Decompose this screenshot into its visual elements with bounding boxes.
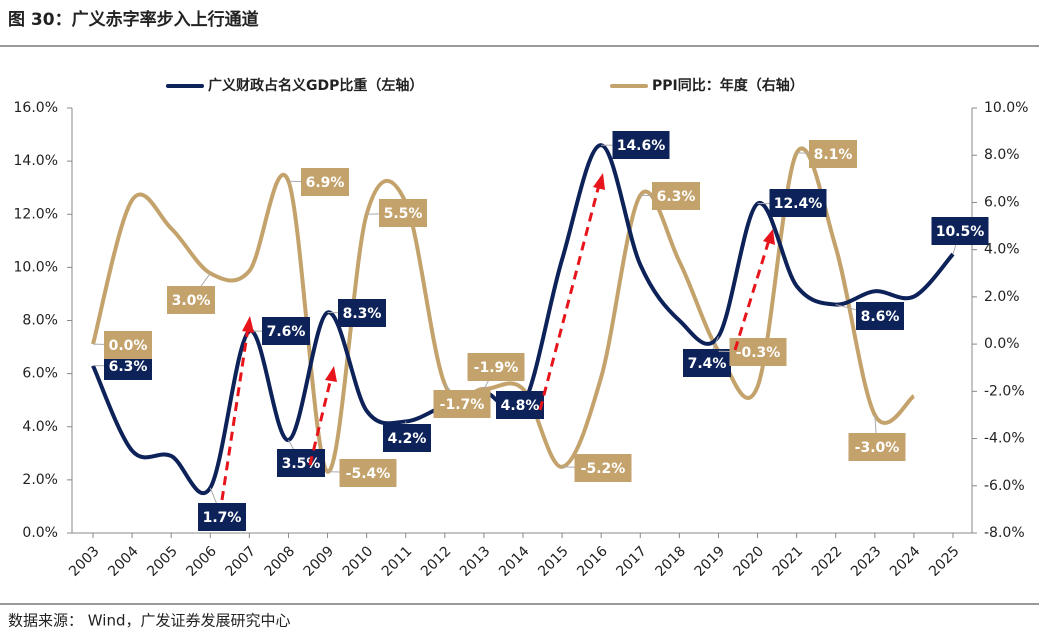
x-tick-label: 2014 bbox=[496, 543, 533, 580]
y-tick-label: 6.0% bbox=[22, 366, 58, 382]
x-tick-label: 2009 bbox=[301, 543, 338, 580]
data-label: 5.5% bbox=[384, 206, 423, 222]
y-tick-label: 10.0% bbox=[14, 259, 58, 275]
arrow-head bbox=[242, 316, 254, 333]
y2-tick-label: 8.0% bbox=[984, 147, 1020, 163]
x-tick-label: 2010 bbox=[340, 543, 377, 580]
data-label: -5.4% bbox=[346, 466, 391, 482]
data-label: 1.7% bbox=[203, 510, 242, 526]
x-tick-label: 2004 bbox=[105, 543, 142, 580]
x-tick-label: 2013 bbox=[457, 543, 494, 580]
y-tick-label: 14.0% bbox=[14, 153, 58, 169]
data-label: 4.2% bbox=[388, 431, 427, 447]
data-label: 8.3% bbox=[343, 306, 382, 322]
data-label: -5.2% bbox=[581, 461, 626, 477]
y-tick-label: 12.0% bbox=[14, 206, 58, 222]
y2-tick-label: -2.0% bbox=[984, 383, 1025, 399]
x-tick-label: 2015 bbox=[535, 543, 572, 580]
x-tick-label: 2012 bbox=[418, 543, 455, 580]
data-label: 14.6% bbox=[617, 138, 666, 154]
data-label: 3.5% bbox=[282, 456, 321, 472]
x-tick-label: 2017 bbox=[613, 543, 650, 580]
arrow-head bbox=[325, 366, 337, 382]
x-tick-label: 2016 bbox=[574, 543, 611, 580]
y-tick-label: 8.0% bbox=[22, 313, 58, 329]
x-tick-label: 2018 bbox=[653, 543, 690, 580]
data-label: 12.4% bbox=[774, 196, 823, 212]
data-label: 6.3% bbox=[657, 189, 696, 205]
y2-tick-label: 2.0% bbox=[984, 289, 1020, 305]
data-label: -0.3% bbox=[736, 345, 781, 361]
y-tick-label: 0.0% bbox=[22, 525, 58, 541]
y2-tick-label: 4.0% bbox=[984, 242, 1020, 258]
x-tick-label: 2006 bbox=[183, 543, 220, 580]
arrow-head bbox=[593, 173, 605, 190]
x-tick-label: 2005 bbox=[144, 543, 181, 580]
x-tick-label: 2021 bbox=[770, 543, 807, 580]
y2-tick-label: 6.0% bbox=[984, 194, 1020, 210]
x-tick-label: 2024 bbox=[887, 543, 924, 580]
x-tick-label: 2020 bbox=[731, 543, 768, 580]
data-label: -1.7% bbox=[440, 397, 485, 413]
data-label: 6.3% bbox=[109, 359, 148, 375]
x-tick-label: 2019 bbox=[692, 543, 729, 580]
data-label: 3.0% bbox=[172, 293, 211, 309]
y-tick-label: 2.0% bbox=[22, 472, 58, 488]
data-label: 7.6% bbox=[267, 324, 306, 340]
y-tick-label: 4.0% bbox=[22, 419, 58, 435]
x-tick-label: 2008 bbox=[262, 543, 299, 580]
y2-tick-label: -6.0% bbox=[984, 478, 1025, 494]
x-tick-label: 2025 bbox=[926, 543, 963, 580]
data-label: 8.6% bbox=[861, 309, 900, 325]
y2-tick-label: 0.0% bbox=[984, 336, 1020, 352]
data-label: 0.0% bbox=[109, 338, 148, 354]
data-label: -1.9% bbox=[474, 360, 519, 376]
y2-tick-label: -8.0% bbox=[984, 525, 1025, 541]
data-label: -3.0% bbox=[855, 440, 900, 456]
y2-tick-label: 10.0% bbox=[984, 100, 1028, 116]
data-label: 7.4% bbox=[688, 356, 727, 372]
arrow bbox=[222, 328, 248, 500]
legend-label: 广义财政占名义GDP比重（左轴） bbox=[208, 77, 423, 94]
data-label: 10.5% bbox=[936, 224, 985, 240]
x-tick-label: 2007 bbox=[223, 543, 260, 580]
x-tick-label: 2023 bbox=[848, 543, 885, 580]
arrow-head bbox=[763, 229, 775, 245]
chart-title: 图 30：广义赤字率步入上行通道 bbox=[8, 9, 259, 30]
y-tick-label: 16.0% bbox=[14, 100, 58, 116]
y2-tick-label: -4.0% bbox=[984, 431, 1025, 447]
legend-label: PPI同比：年度（右轴） bbox=[652, 77, 804, 94]
x-tick-label: 2011 bbox=[379, 543, 416, 580]
data-label: 6.9% bbox=[306, 175, 345, 191]
data-label: 8.1% bbox=[814, 147, 853, 163]
x-tick-label: 2003 bbox=[66, 543, 103, 580]
data-label: 4.8% bbox=[501, 398, 540, 414]
arrow bbox=[540, 185, 599, 410]
source: 数据来源： Wind，广发证券发展研究中心 bbox=[8, 612, 290, 630]
x-tick-label: 2022 bbox=[809, 543, 846, 580]
